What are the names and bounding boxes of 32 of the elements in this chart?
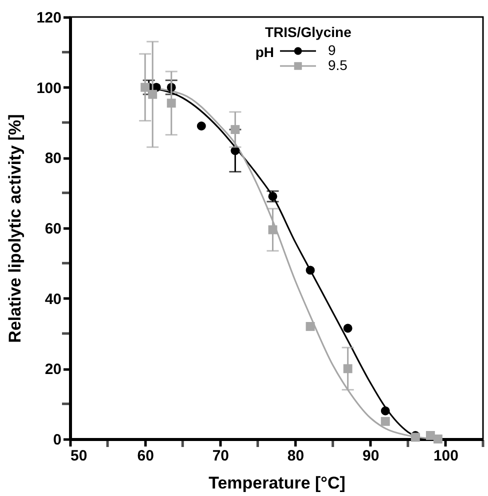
y-axis-title: Relative lipolytic activity [%] [5, 114, 24, 343]
point [196, 122, 206, 130]
x-tick-label: 100 [433, 448, 458, 464]
y-tick-label: 60 [44, 220, 62, 238]
x-tick-label: 70 [212, 448, 230, 464]
x-tick-label: 80 [287, 448, 304, 464]
y-tick-label: 0 [53, 432, 62, 448]
x-tick-label: 50 [70, 448, 88, 464]
point [166, 98, 176, 108]
y-tick-label: 40 [44, 290, 62, 308]
point [433, 434, 442, 444]
point [140, 82, 150, 92]
x-axis-title: Temperature [°C] [208, 474, 346, 492]
annotation: pH [255, 44, 274, 60]
legend-label: 9 [328, 42, 336, 58]
x-tick-label: 90 [362, 448, 380, 464]
point [306, 266, 315, 275]
legend-title: TRIS/Glycine [265, 24, 352, 40]
x-tick-label: 60 [137, 448, 154, 464]
point [343, 324, 352, 333]
point [268, 225, 278, 234]
y-tick-label: 20 [44, 361, 62, 378]
point [148, 90, 158, 99]
point [230, 125, 240, 134]
point [306, 322, 315, 331]
y-tick-label: 80 [44, 150, 62, 168]
point [343, 364, 352, 374]
point [380, 416, 390, 426]
point [380, 406, 390, 416]
y-tick-label: 100 [36, 80, 62, 97]
y-tick-label: 120 [36, 10, 62, 26]
legend-label: 9.5 [328, 57, 348, 73]
